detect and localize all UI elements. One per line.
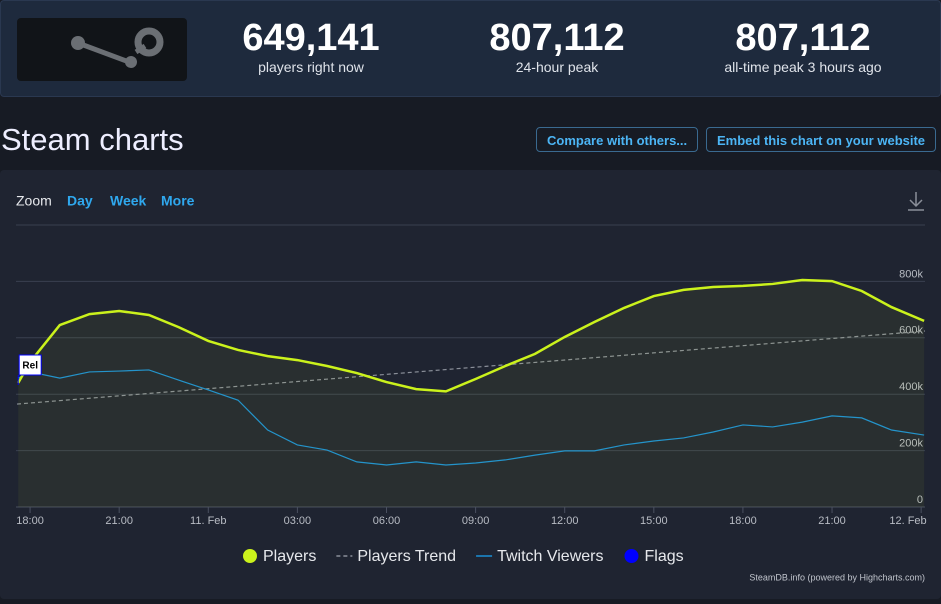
zoom-option[interactable]: Week bbox=[110, 193, 147, 209]
stat: 807,112 all-time peak 3 hours ago bbox=[678, 17, 928, 75]
download-icon[interactable] bbox=[908, 192, 924, 211]
page-title: Steam charts bbox=[1, 122, 184, 157]
y-tick-label: 400k bbox=[899, 381, 923, 393]
x-tick-label: 12:00 bbox=[551, 515, 579, 527]
y-tick-label: 600k bbox=[899, 325, 923, 337]
x-tick-label: 21:00 bbox=[105, 515, 133, 527]
credits: SteamDB.info (powered by Highcharts.com) bbox=[749, 572, 925, 582]
stat-value: 807,112 bbox=[489, 17, 625, 59]
stat: 649,141 players right now bbox=[186, 17, 436, 75]
stat-value: 649,141 bbox=[242, 17, 380, 59]
legend-label: Flags bbox=[644, 548, 683, 565]
y-tick-label: 800k bbox=[899, 268, 923, 280]
x-tick-label: 09:00 bbox=[462, 515, 490, 527]
embed-button[interactable]: Embed this chart on your website bbox=[706, 127, 937, 152]
players-area bbox=[18, 279, 925, 507]
stat-label: 24-hour peak bbox=[515, 59, 599, 75]
x-tick-label: 18:00 bbox=[729, 515, 757, 527]
stat-label: players right now bbox=[258, 59, 364, 75]
x-tick-label: 18:00 bbox=[16, 515, 44, 527]
x-tick-label: 11. Feb bbox=[190, 515, 227, 527]
header: 649,141 players right now 807,112 24-hour … bbox=[0, 0, 941, 97]
logo-icon bbox=[71, 27, 164, 68]
chart-panel: Zoom Day Week More SteamDB.info (powered… bbox=[0, 170, 941, 599]
steam-logo bbox=[17, 18, 187, 81]
zoom-label: Zoom bbox=[16, 193, 52, 209]
compare-button[interactable]: Compare with others... bbox=[536, 127, 699, 152]
x-tick-label: 12. Feb bbox=[889, 515, 926, 527]
y-tick-label: 200k bbox=[899, 438, 923, 450]
legend-label: Twitch Viewers bbox=[497, 548, 603, 565]
flag-label: Rel bbox=[22, 361, 38, 372]
series-line bbox=[17, 369, 925, 466]
stat: 807,112 24-hour peak bbox=[432, 17, 682, 75]
x-tick-label: 06:00 bbox=[373, 515, 401, 527]
series-line bbox=[17, 278, 925, 393]
legend-symbol bbox=[243, 549, 257, 563]
x-tick-label: 03:00 bbox=[284, 515, 312, 527]
legend-symbol bbox=[624, 549, 639, 563]
y-tick-label: 0 bbox=[917, 494, 923, 506]
series-line bbox=[16, 330, 926, 405]
zoom-option[interactable]: More bbox=[161, 193, 195, 209]
flag bbox=[18, 354, 42, 376]
chart: Zoom Day Week More SteamDB.info (powered… bbox=[16, 192, 927, 582]
x-tick-label: 15:00 bbox=[640, 515, 668, 527]
zoom-option[interactable]: Day bbox=[67, 193, 93, 209]
stat-label: all-time peak 3 hours ago bbox=[724, 59, 882, 75]
legend-label: Players bbox=[263, 548, 316, 565]
legend-label: Players Trend bbox=[357, 548, 456, 565]
x-tick-label: 21:00 bbox=[818, 515, 846, 527]
stat-value: 807,112 bbox=[735, 17, 871, 59]
